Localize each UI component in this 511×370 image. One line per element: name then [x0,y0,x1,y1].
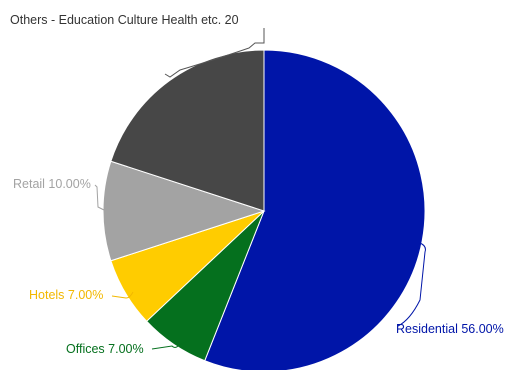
slice-label-residential: Residential 56.00% [396,322,504,336]
pie-slice-others [110,49,265,212]
leader-line-offices [151,339,191,350]
slice-labels: Residential 56.00% Offices 7.00% Hotels 7.… [10,13,504,356]
slice-label-offices: Offices 7.00% [66,342,144,356]
slice-label-hotels: Hotels 7.00% [29,288,103,302]
label-leaders [94,28,426,350]
slice-label-others: Others - Education Culture Health etc. 2… [10,13,239,27]
pie-slice-retail [102,160,266,262]
pie-slices [102,49,426,370]
leader-line-residential [397,242,426,327]
leader-line-others [164,28,265,78]
slice-label-retail: Retail 10.00% [13,177,91,191]
pie-slice-residential [204,49,426,370]
leader-line-hotels [111,291,134,299]
leader-line-retail [94,184,105,211]
